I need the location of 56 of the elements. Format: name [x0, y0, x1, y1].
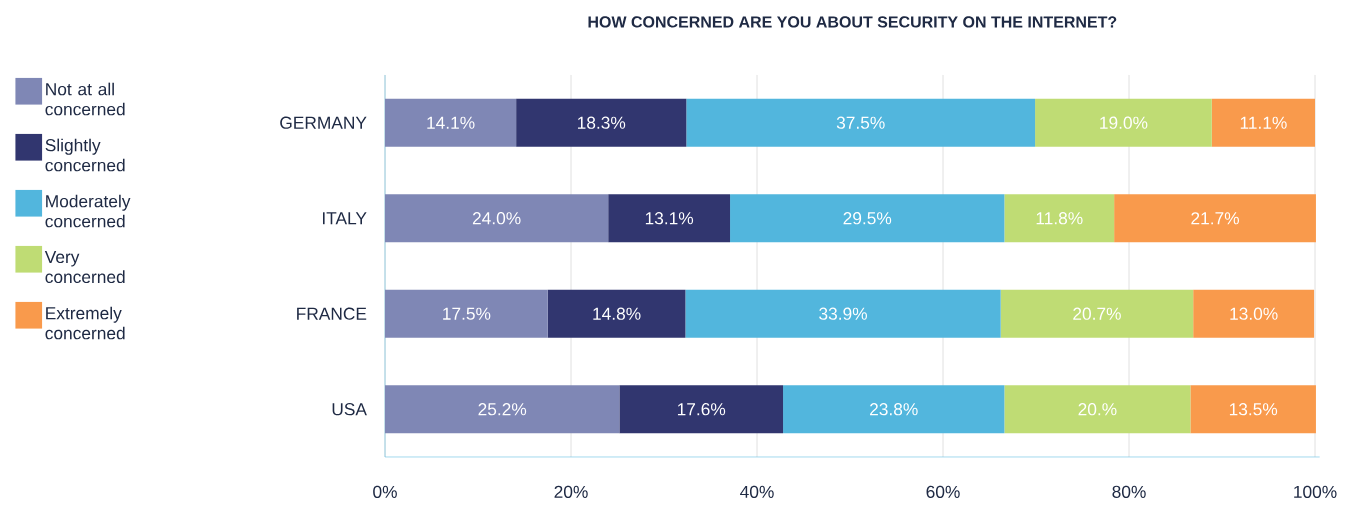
y-tick-label: USA [332, 403, 367, 416]
legend-label: Slightly concerned [45, 138, 125, 172]
bar [385, 289, 548, 338]
bar [547, 289, 686, 338]
data-label: 33.9% [819, 307, 867, 320]
data-label: 18.3% [577, 116, 626, 129]
bar [783, 385, 1005, 434]
bar [730, 194, 1005, 243]
bar [516, 98, 687, 147]
bar [1035, 98, 1212, 147]
bar [1211, 98, 1316, 147]
data-label: 17.5% [443, 307, 491, 320]
bar [385, 385, 620, 434]
bar [685, 289, 1001, 338]
legend-label: Not at all concerned [45, 82, 125, 116]
y-tick-label: ITALY [322, 212, 367, 225]
bar [1114, 194, 1316, 243]
bar [1004, 194, 1115, 243]
x-tick-label: 60% [926, 485, 960, 498]
legend-label: Moderately concerned [45, 194, 131, 228]
bar [1000, 289, 1194, 338]
bar [619, 385, 784, 434]
bar [385, 98, 517, 147]
x-tick-label: 0% [373, 485, 397, 498]
data-label: 14.1% [427, 116, 475, 129]
data-label: 24.0% [472, 212, 521, 225]
data-label: 17.6% [677, 403, 726, 416]
data-label: 13.0% [1230, 307, 1278, 320]
data-label: 11.8% [1036, 212, 1083, 225]
x-tick-label: 20% [554, 485, 588, 498]
legend-label: Very concerned [44, 250, 125, 284]
data-label: 11.1% [1240, 116, 1287, 129]
data-label: 13.5% [1229, 403, 1278, 416]
data-label: 21.7% [1191, 212, 1239, 225]
chart-title: HOW CONCERNED ARE YOU ABOUT SECURITY ON THE INTERNET? [588, 16, 1117, 28]
data-label: 19.0% [1100, 116, 1148, 129]
data-label: 20.% [1078, 403, 1117, 416]
bar [686, 98, 1036, 147]
data-label: 25.2% [478, 403, 527, 416]
legend-label: Extremely concerned [45, 306, 125, 340]
data-label: 29.5% [843, 212, 892, 225]
bar [1190, 385, 1316, 434]
bar [608, 194, 731, 243]
y-tick-label: FRANCE [297, 307, 367, 320]
x-tick-label: 80% [1112, 485, 1146, 498]
x-tick-label: 100% [1294, 485, 1337, 498]
x-tick-label: 40% [740, 485, 774, 498]
bar [1193, 289, 1315, 338]
data-label: 14.8% [593, 307, 641, 320]
data-label: 13.1% [645, 212, 694, 225]
bar [1004, 385, 1191, 434]
data-label: 20.7% [1073, 307, 1121, 320]
y-tick-label: GERMANY [280, 116, 367, 129]
bar [385, 194, 609, 243]
data-label: 23.8% [870, 403, 918, 416]
data-label: 37.5% [836, 116, 885, 129]
